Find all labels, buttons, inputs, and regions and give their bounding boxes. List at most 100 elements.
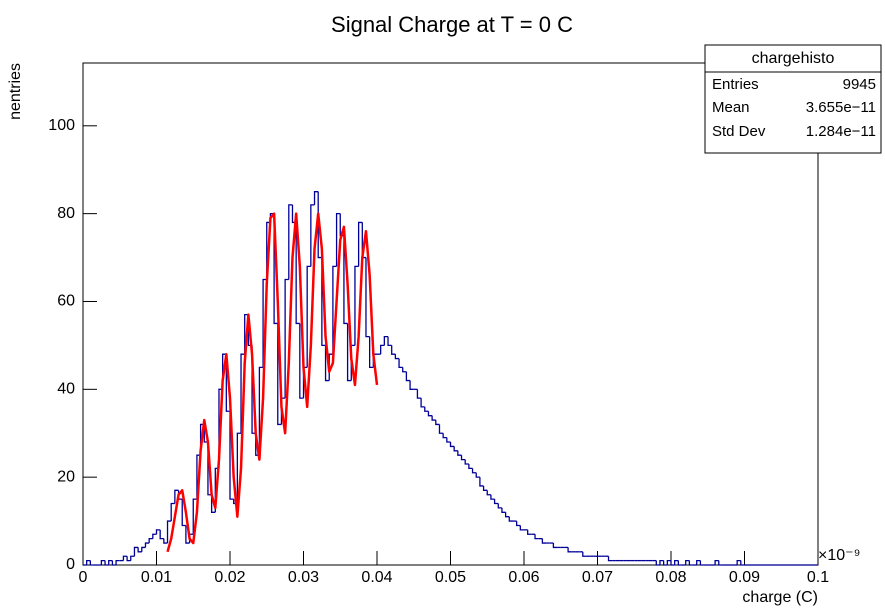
histogram-bin: [431, 415, 436, 421]
histogram-bin: [148, 537, 153, 544]
y-axis-label: nentries: [7, 63, 24, 120]
histogram-bin: [497, 503, 502, 509]
histogram-bin: [155, 529, 161, 535]
histogram-bin: [273, 213, 278, 325]
histogram-bin: [663, 560, 668, 566]
histogram-bin: [464, 459, 469, 465]
histogram-bin: [398, 358, 403, 369]
histogram-bin: [262, 278, 267, 368]
histogram-bin: [674, 559, 679, 565]
histogram-bin: [192, 498, 197, 535]
x-tick-label: 0.03: [288, 569, 319, 586]
x-axis-label: charge (C): [742, 589, 818, 606]
x-tick-label: 0.04: [361, 569, 392, 586]
histogram-bin: [460, 455, 466, 461]
histogram-bin: [181, 499, 186, 527]
histogram-bin: [365, 257, 370, 338]
histogram-bin: [552, 543, 558, 549]
histogram-bin: [519, 525, 524, 531]
histogram-bin: [736, 559, 741, 565]
histogram-bin: [343, 235, 348, 325]
histogram-bin: [699, 560, 705, 566]
histogram-bin: [446, 437, 451, 443]
stats-title: chargehisto: [752, 50, 835, 67]
histogram-bin: [677, 560, 683, 566]
histogram-bin: [324, 345, 330, 382]
histogram-bin: [696, 559, 701, 565]
histogram-bin: [442, 433, 447, 439]
histogram-bin: [427, 411, 433, 417]
x-tick-label: 0.05: [435, 569, 466, 586]
stats-box: chargehisto Entries 9945 Mean 3.655e−11 …: [704, 44, 882, 154]
x-tick-label: 0.07: [582, 569, 613, 586]
histogram-bin: [258, 366, 264, 456]
histogram-bin: [152, 533, 157, 539]
x-tick-label: 0.09: [729, 569, 760, 586]
histogram-bin: [126, 556, 131, 562]
histogram-bin: [288, 204, 293, 280]
histogram-bin: [453, 446, 458, 452]
stats-key: Entries: [712, 76, 759, 93]
histogram-bin: [387, 336, 392, 347]
x-tick-label: 0.06: [508, 569, 539, 586]
histogram-bin: [508, 516, 513, 522]
histogram-bin: [416, 389, 422, 399]
histogram-bin: [185, 525, 190, 544]
histogram-bin: [402, 367, 407, 373]
histogram-bin: [163, 538, 168, 544]
histogram-bin: [479, 477, 484, 487]
histogram-bin: [391, 345, 396, 355]
histogram-bin: [670, 560, 675, 566]
y-tick-label: 40: [57, 381, 75, 398]
histogram-bin: [310, 204, 315, 267]
histogram-bin: [170, 502, 175, 522]
histogram-bin: [486, 490, 491, 496]
histogram-bin: [210, 494, 216, 513]
histogram-bin: [482, 485, 488, 491]
histogram-bin: [236, 432, 242, 504]
histogram-bin: [332, 265, 337, 355]
histogram-bin: [354, 265, 359, 346]
histogram-bin: [357, 221, 363, 267]
histogram-bin: [137, 547, 142, 553]
histogram-bin: [718, 560, 723, 566]
histogram-bin: [335, 212, 341, 267]
histogram-bin: [174, 489, 179, 504]
histogram-bin: [277, 323, 282, 426]
histogram-bin: [582, 551, 587, 557]
histogram-bin: [141, 546, 146, 552]
histogram-bin: [490, 494, 495, 500]
x-tick-label: 0.08: [655, 569, 686, 586]
histogram-bin: [493, 499, 499, 505]
histogram-bin: [714, 559, 719, 565]
histogram-bin: [449, 442, 455, 448]
histogram-bin: [133, 546, 139, 557]
stats-value: 9945: [843, 76, 876, 93]
histogram-bin: [313, 191, 319, 205]
histogram-bin: [607, 556, 613, 562]
histogram-bin: [321, 257, 326, 347]
histogram-bin: [108, 559, 113, 565]
x-tick-label: 0.02: [214, 569, 245, 586]
histogram-bin: [89, 560, 95, 566]
stats-frame: [704, 44, 882, 154]
histogram-bin: [405, 371, 411, 382]
histogram-bin: [527, 529, 532, 535]
histogram-bin: [380, 344, 385, 355]
y-tick-label: 0: [66, 556, 75, 573]
stats-key: Mean: [712, 99, 750, 116]
histogram-bin: [284, 278, 289, 399]
histogram-bin: [306, 265, 311, 368]
histogram-bin: [567, 547, 572, 553]
histogram-bin: [475, 472, 480, 478]
histogram-bin: [655, 560, 660, 566]
histogram-bin: [159, 529, 164, 540]
histogram-bin: [457, 450, 462, 456]
histogram-bin: [115, 559, 120, 565]
histogram-bin: [346, 323, 352, 382]
x-tick-label: 0.01: [141, 569, 172, 586]
chart-title: Signal Charge at T = 0 C: [331, 12, 573, 37]
histogram-bin: [516, 521, 521, 527]
